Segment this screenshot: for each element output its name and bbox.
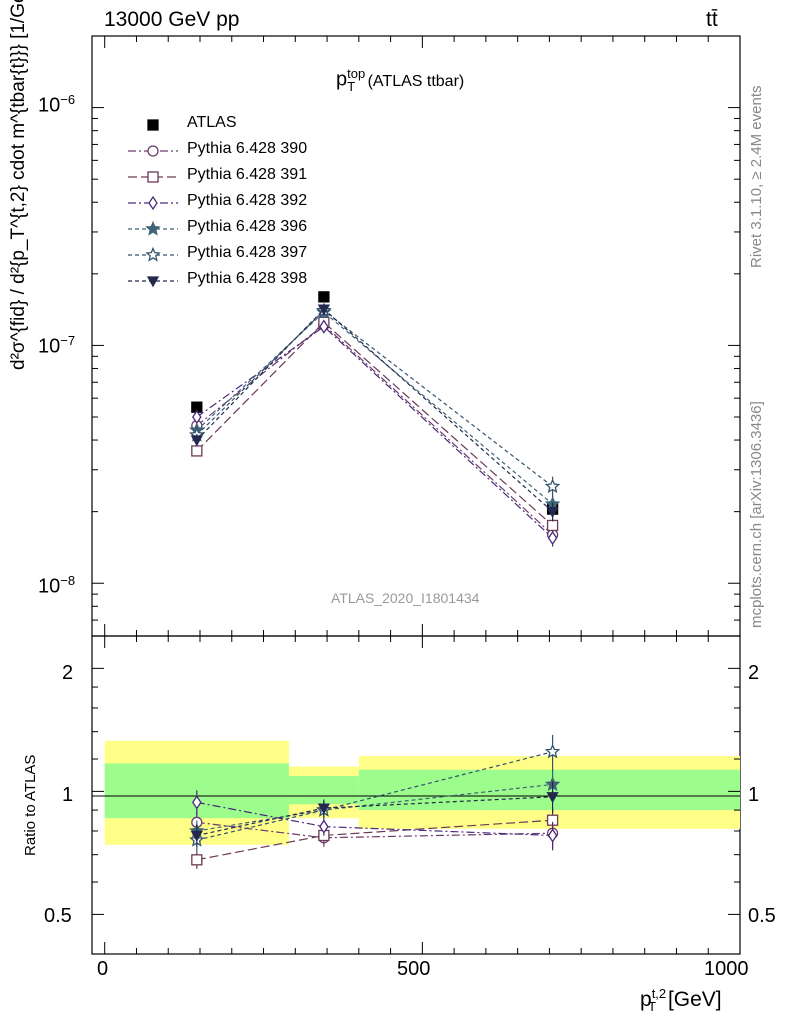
legend-label-392: Pythia 6.428 392 [187, 192, 308, 209]
legend-marker-396 [128, 220, 178, 236]
y-tick-exp-1e-8: −8 [60, 573, 76, 588]
ratio-point-s2-p0 [191, 854, 203, 866]
legend-entry-atlas: ATLAS [128, 112, 368, 138]
upper-y-axis-label: d²σ^{fid} / d²{p_T^{t,2} cdot m^{tbar{t}… [8, 0, 29, 370]
upper-line-series-2 [196, 321, 553, 526]
legend-symbol-5 [145, 246, 161, 262]
legend-label-397: Pythia 6.428 397 [187, 244, 308, 261]
x-axis-label-unit: [GeV] [662, 988, 722, 1011]
legend-symbol-2 [147, 171, 159, 183]
x-tick-label-0: 0 [97, 958, 109, 980]
upper-point-s6-p1 [317, 304, 330, 316]
y-tick-label-1e-7: 10−7 [38, 333, 75, 359]
ratio-tick-label-05-right: 0.5 [748, 905, 776, 927]
upper-line-series-1 [196, 324, 553, 536]
header-left: 13000 GeV pp [104, 8, 240, 31]
upper-point-s6-p2 [546, 506, 559, 518]
legend-marker-391 [128, 171, 178, 183]
y-tick-exp-1e-6: −6 [60, 92, 76, 107]
x-tick-label-1000: 1000 [704, 958, 749, 980]
legend-marker-398 [128, 276, 178, 288]
legend-entry-396: Pythia 6.428 396 [128, 216, 368, 242]
ratio-point-s6-p2 [546, 792, 559, 804]
ratio-series-lines [189, 734, 561, 869]
plot-title: ptopT (ATLAS ttbar) [336, 66, 464, 94]
upper-point-s2-p0 [191, 445, 203, 457]
plot-title-main: p [336, 68, 348, 91]
upper-point-s6-p0 [190, 435, 203, 447]
upper-series-lines [189, 291, 561, 547]
ratio-point-s6-p0 [190, 830, 203, 842]
legend-symbol-4 [145, 220, 161, 236]
upper-point-s5-p2 [544, 478, 561, 494]
ratio-point-s3-p2 [547, 828, 558, 843]
legend-entry-391: Pythia 6.428 391 [128, 164, 368, 190]
y-tick-label-1e-8: 10−8 [38, 573, 75, 599]
plot-title-sub: T [347, 78, 356, 94]
plot-title-rest: (ATLAS ttbar) [363, 72, 465, 90]
legend-symbol-1 [147, 145, 159, 157]
ratio-tick-label-05-left: 0.5 [44, 905, 72, 927]
upper-point-s3-p1 [319, 319, 329, 334]
plot-title-sup: top [347, 66, 366, 81]
legend-marker-392 [128, 195, 178, 211]
legend-marker-390 [128, 145, 178, 157]
y-tick-exp-1e-7: −7 [60, 333, 76, 348]
ratio-line-series-5 [196, 751, 553, 841]
upper-point-s3-p2 [547, 530, 558, 546]
upper-line-series-6 [196, 308, 553, 513]
y-tick-base-1e-6: 10 [38, 94, 61, 117]
upper-point-s0-p1 [318, 291, 330, 303]
y-tick-label-1e-6: 10−6 [38, 92, 75, 118]
legend: ATLAS Pythia 6.428 390 Pythia 6.428 391 … [128, 112, 368, 294]
x-axis-label-sup: t,2 [651, 986, 667, 1001]
legend-symbol-0 [147, 119, 159, 131]
ratio-point-s5-p2 [544, 743, 561, 759]
x-axis-label: pt,2T [GeV] [640, 986, 722, 1014]
upper-line-series-4 [196, 311, 553, 505]
upper-line-series-3 [196, 325, 553, 539]
ratio-point-s3-p1 [319, 819, 329, 834]
x-axis-label-sub: T [648, 999, 657, 1015]
legend-entry-390: Pythia 6.428 390 [128, 138, 368, 164]
ratio-point-s6-p1 [317, 803, 330, 815]
y-tick-base-1e-8: 10 [38, 575, 61, 598]
axis-ticks [92, 35, 741, 954]
legend-entry-392: Pythia 6.428 392 [128, 190, 368, 216]
ratio-point-s3-p0 [192, 795, 202, 810]
rivet-label: Rivet 3.1.10, ≥ 2.4M events [748, 85, 765, 269]
ratio-tick-label-1-right: 1 [748, 784, 760, 806]
upper-point-s2-p2 [546, 519, 559, 532]
legend-symbol-6 [146, 276, 160, 288]
legend-entry-397: Pythia 6.428 397 [128, 242, 368, 268]
ratio-line-series-2 [196, 819, 553, 861]
legend-symbol-3 [148, 195, 158, 211]
x-tick-label-500: 500 [397, 958, 431, 980]
legend-marker-397 [128, 246, 178, 262]
legend-label-398: Pythia 6.428 398 [187, 270, 308, 287]
mcplots-label: mcplots.cern.ch [arXiv:1306.3436] [748, 401, 765, 628]
ratio-y-axis-label: Ratio to ATLAS [22, 754, 39, 856]
legend-entry-398: Pythia 6.428 398 [128, 268, 368, 294]
ratio-tick-label-2-left: 2 [62, 662, 74, 684]
legend-label-atlas: ATLAS [187, 114, 237, 131]
legend-label-390: Pythia 6.428 390 [187, 140, 308, 157]
header-right: tt̄ [706, 8, 718, 31]
ratio-tick-label-2-right: 2 [748, 662, 760, 684]
upper-line-series-5 [196, 309, 553, 488]
ratio-tick-label-1-left: 1 [62, 784, 74, 806]
legend-label-391: Pythia 6.428 391 [187, 166, 308, 183]
x-axis-label-main: p [640, 988, 652, 1011]
analysis-id: ATLAS_2020_I1801434 [331, 590, 480, 606]
legend-label-396: Pythia 6.428 396 [187, 218, 308, 235]
y-tick-base-1e-7: 10 [38, 335, 61, 358]
legend-marker-atlas [147, 119, 159, 131]
